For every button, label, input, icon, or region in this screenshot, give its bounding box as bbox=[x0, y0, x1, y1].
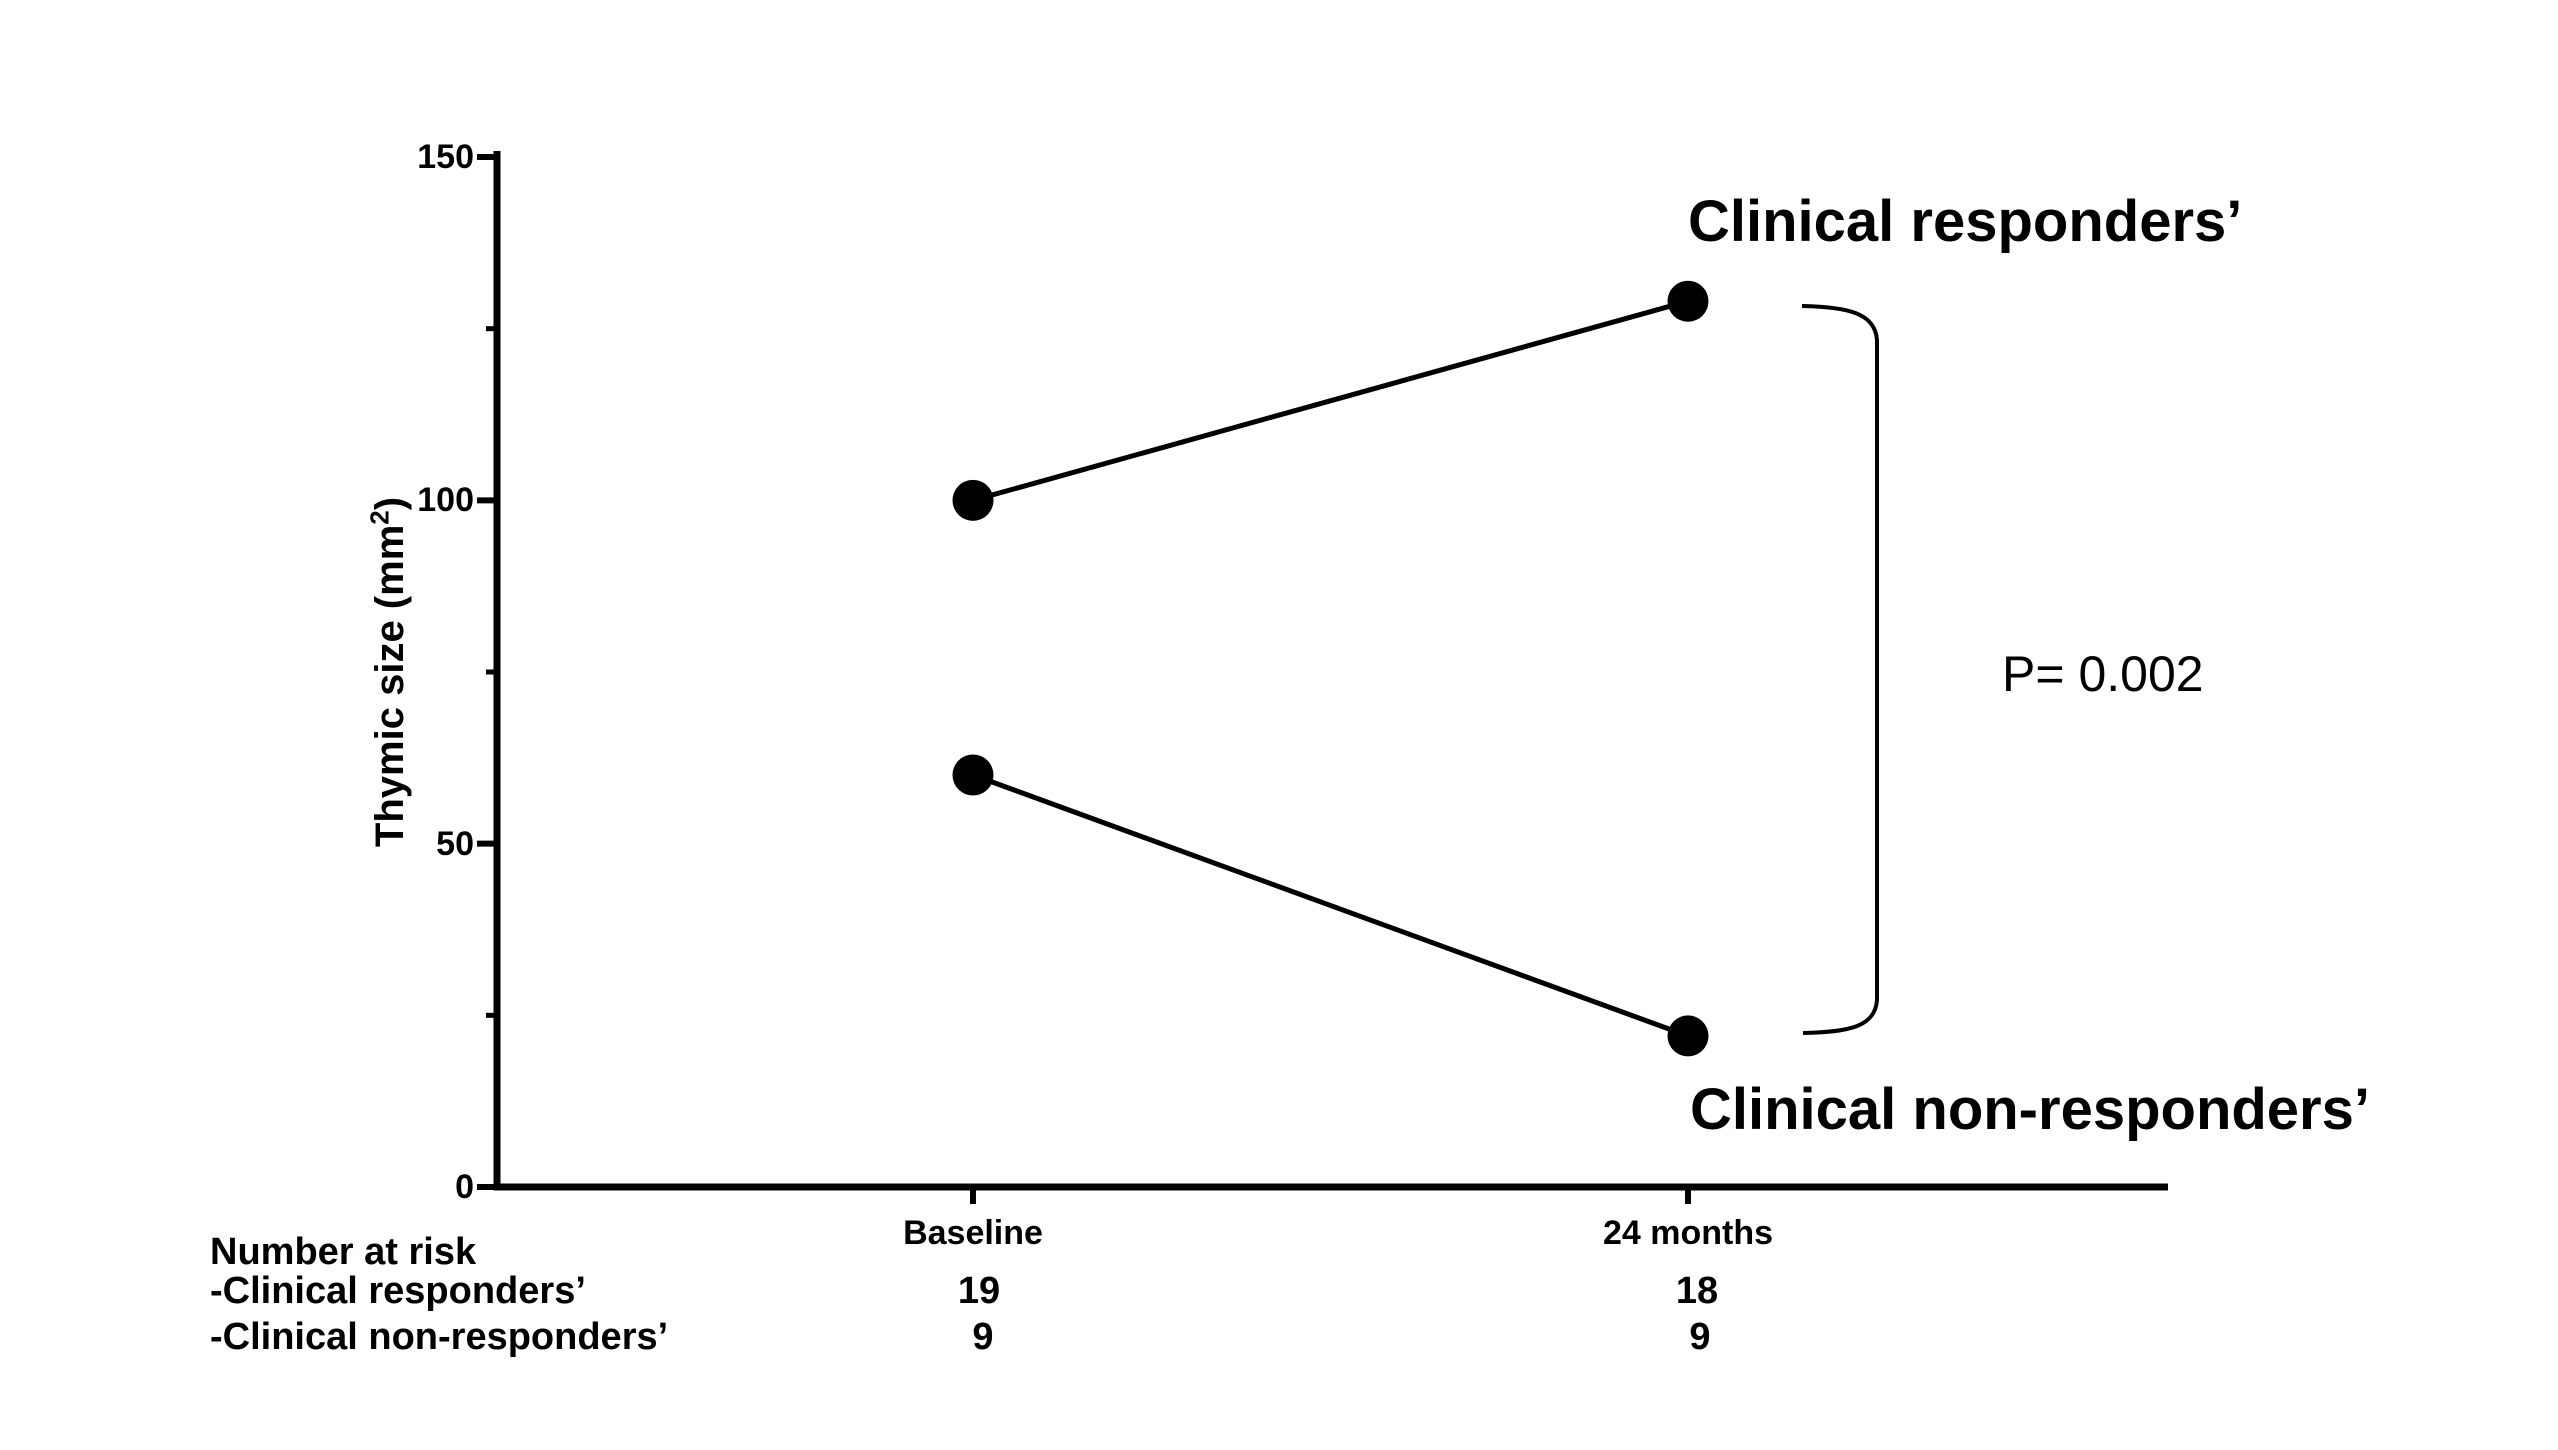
series-line-1 bbox=[972, 772, 1689, 1039]
data-point bbox=[1667, 280, 1709, 322]
x-tick-label-baseline: Baseline bbox=[903, 1214, 1043, 1252]
axis-lines bbox=[493, 151, 2168, 1191]
x-tick-label-24-months: 24 months bbox=[1602, 1214, 1774, 1252]
series-label-non-responders: Clinical non-responders’ bbox=[1690, 1077, 2370, 1142]
number-at-risk-row-label-responders: -Clinical responders’ bbox=[210, 1270, 586, 1312]
y-axis-title: Thymic size (mm2) bbox=[365, 497, 412, 848]
data-point bbox=[952, 754, 994, 796]
series-label-responders: Clinical responders’ bbox=[1688, 189, 2243, 254]
number-at-risk-non-responders-24-months: 9 bbox=[1689, 1316, 1711, 1358]
number-at-risk-responders-baseline: 19 bbox=[957, 1270, 1001, 1312]
significance-bracket bbox=[1801, 304, 1879, 1035]
number-at-risk-title: Number at risk bbox=[210, 1231, 477, 1273]
number-at-risk-row-label-non-responders: -Clinical non-responders’ bbox=[210, 1316, 669, 1358]
series-line-0 bbox=[972, 298, 1689, 503]
data-point bbox=[952, 479, 994, 521]
p-value-annotation: P= 0.002 bbox=[2002, 646, 2204, 702]
y-axis-title-text: Thymic size (mm bbox=[368, 524, 412, 848]
y-tick-label: 150 bbox=[417, 138, 474, 176]
number-at-risk-non-responders-baseline: 9 bbox=[972, 1316, 994, 1358]
y-tick-label: 0 bbox=[455, 1168, 474, 1206]
data-point bbox=[1667, 1015, 1709, 1057]
number-at-risk-responders-24-months: 18 bbox=[1675, 1270, 1719, 1312]
y-tick-label: 100 bbox=[417, 481, 474, 520]
y-tick-label: 50 bbox=[436, 824, 474, 863]
